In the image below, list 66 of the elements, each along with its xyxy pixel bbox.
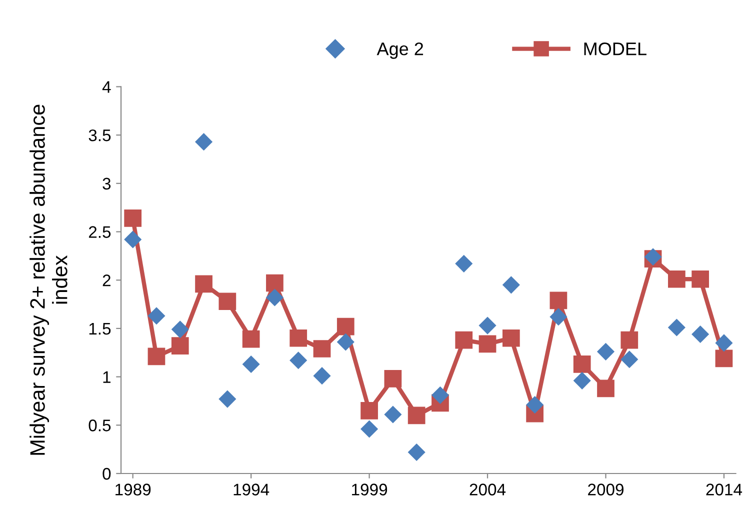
point xyxy=(715,350,733,368)
point xyxy=(313,367,331,385)
legend-label: Age 2 xyxy=(376,42,424,59)
x-tick-label: 2009 xyxy=(588,484,624,496)
point xyxy=(384,406,402,424)
point xyxy=(194,133,213,151)
point xyxy=(597,380,614,398)
y-tick-label: 0.5 xyxy=(88,420,111,432)
point xyxy=(124,230,142,248)
y-axis-title: Midyear survey 2+ relative abundance index xyxy=(30,104,68,455)
point xyxy=(384,370,402,388)
point xyxy=(218,390,236,408)
point xyxy=(502,329,520,347)
point xyxy=(692,325,710,344)
point xyxy=(360,420,378,438)
point xyxy=(313,340,331,358)
point xyxy=(478,335,496,353)
point xyxy=(596,342,615,360)
y-tick-label: 3 xyxy=(102,178,111,190)
point xyxy=(195,275,212,293)
point xyxy=(573,372,591,390)
point xyxy=(455,254,473,272)
point xyxy=(668,270,686,288)
y-tick-label: 3.5 xyxy=(88,129,111,142)
point xyxy=(668,318,686,336)
point xyxy=(148,307,166,325)
point xyxy=(171,337,189,355)
point xyxy=(573,356,591,373)
point xyxy=(526,396,544,414)
point xyxy=(218,292,236,310)
point xyxy=(266,274,284,292)
point xyxy=(478,316,496,334)
point xyxy=(124,210,142,227)
y-tick-label: 1 xyxy=(103,371,110,383)
point xyxy=(431,386,450,404)
point xyxy=(290,352,308,370)
point xyxy=(242,330,260,348)
point xyxy=(336,318,354,336)
point xyxy=(242,355,260,374)
x-tick-label: 1989 xyxy=(116,484,151,496)
y-tick-label: 4 xyxy=(102,81,111,93)
point xyxy=(502,276,520,294)
x-tick-label: 2004 xyxy=(470,484,506,496)
x-tick-label: 2014 xyxy=(706,484,742,496)
point xyxy=(550,292,568,310)
point xyxy=(266,288,284,306)
point xyxy=(550,308,568,326)
y-tick-label: 0 xyxy=(102,468,111,480)
point xyxy=(620,350,638,368)
y-tick-label: 2 xyxy=(102,274,110,286)
point xyxy=(408,406,426,424)
point xyxy=(171,320,189,338)
point xyxy=(620,331,638,349)
point xyxy=(408,443,426,462)
y-tick-label: 2.5 xyxy=(88,226,111,238)
x-tick-label: 1994 xyxy=(234,484,270,496)
point xyxy=(692,270,710,288)
point xyxy=(148,348,166,366)
point xyxy=(360,402,378,420)
point xyxy=(455,331,473,349)
point xyxy=(290,329,308,347)
point xyxy=(336,333,354,351)
x-tick-label: 1999 xyxy=(352,484,388,496)
legend-label: MODEL xyxy=(584,42,646,56)
y-tick-label: 1.5 xyxy=(89,323,111,335)
point xyxy=(715,334,733,352)
